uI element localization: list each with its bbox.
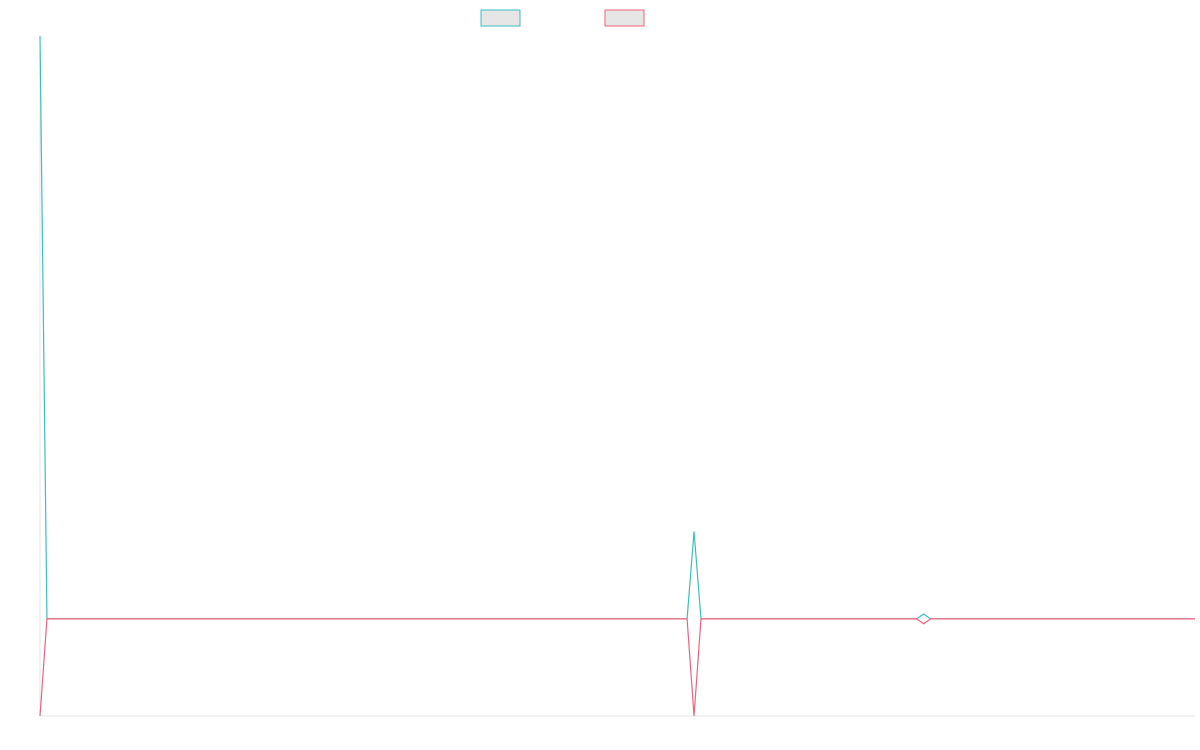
legend-swatch-2 [604,9,645,27]
axes [39,36,1195,717]
series-2-line [39,618,1195,717]
legend-swatch-1 [480,9,521,27]
legend [480,9,645,27]
series-1-line [39,35,1195,620]
series-layer [39,35,1195,717]
